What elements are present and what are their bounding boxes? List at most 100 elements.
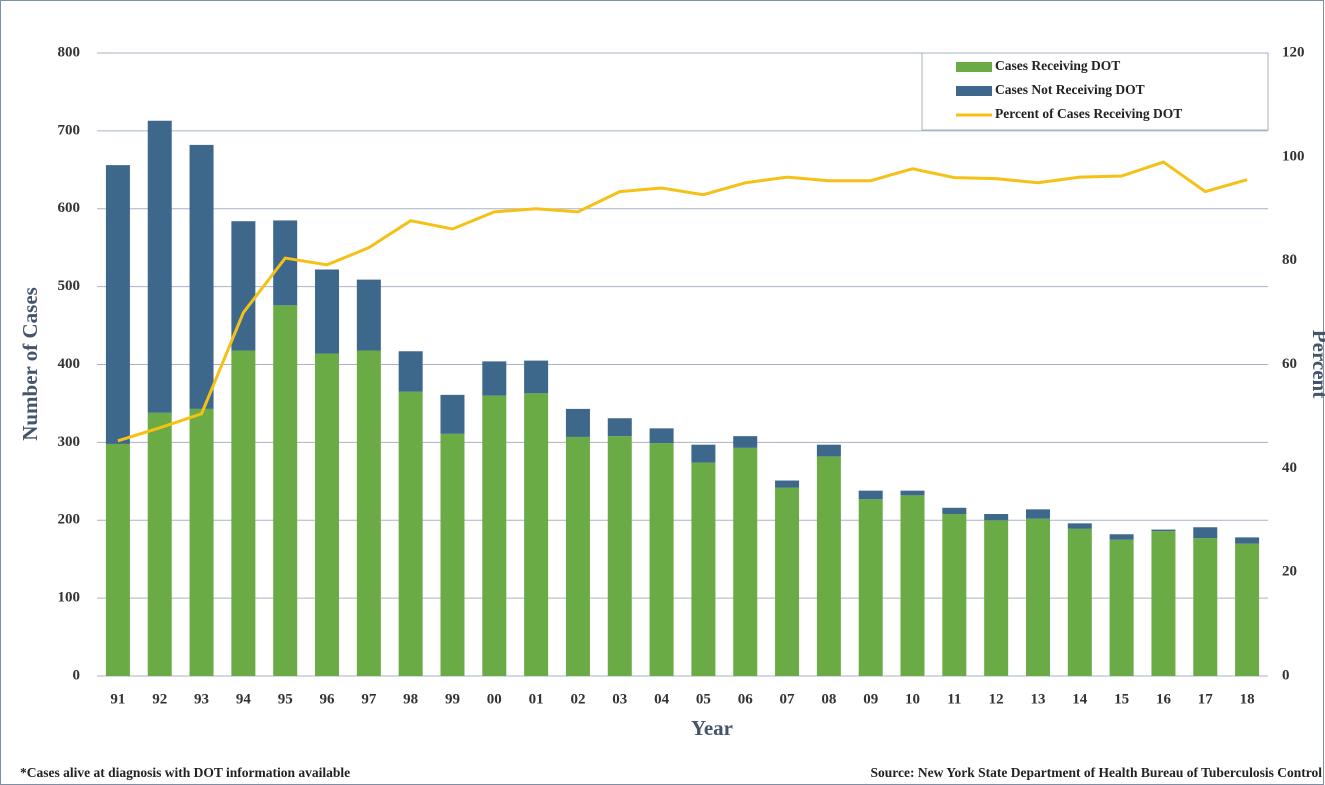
bar <box>607 436 632 676</box>
x-tick-label: 18 <box>1240 691 1255 707</box>
bar <box>273 220 298 306</box>
x-tick-label: 96 <box>320 691 336 707</box>
bar <box>565 436 590 676</box>
bar <box>691 444 716 463</box>
x-tick-label: 08 <box>821 691 836 707</box>
bar <box>1235 543 1260 676</box>
bar <box>816 456 841 676</box>
bar <box>816 444 841 457</box>
bar <box>398 351 423 392</box>
y-tick-label: 200 <box>58 512 81 528</box>
bar <box>649 443 674 676</box>
bar <box>649 428 674 444</box>
x-tick-label: 12 <box>989 691 1004 707</box>
y2-axis-label: Percent <box>1308 330 1325 398</box>
y2-tick-label: 100 <box>1282 148 1305 164</box>
bar <box>733 447 758 676</box>
x-tick-label: 95 <box>278 691 293 707</box>
bar <box>189 408 214 676</box>
bar <box>231 350 256 676</box>
x-tick-label: 91 <box>110 691 125 707</box>
x-tick-label: 98 <box>403 691 418 707</box>
y-tick-label: 500 <box>58 278 81 294</box>
bar <box>607 418 632 437</box>
y-tick-label: 300 <box>58 434 81 450</box>
y-tick-label: 800 <box>58 44 81 60</box>
x-tick-label: 04 <box>654 691 670 707</box>
bar <box>942 507 967 515</box>
bar <box>273 305 298 676</box>
bar <box>1151 531 1176 676</box>
bar <box>942 514 967 676</box>
bar <box>105 165 130 444</box>
y2-tick-label: 120 <box>1282 44 1305 60</box>
y-tick-label: 100 <box>58 590 81 606</box>
x-tick-label: 94 <box>236 691 252 707</box>
x-tick-label: 03 <box>612 691 627 707</box>
x-tick-label: 93 <box>194 691 209 707</box>
bar <box>105 443 130 676</box>
y-tick-label: 600 <box>58 200 81 216</box>
bar <box>984 514 1009 521</box>
bar <box>315 353 340 676</box>
bar <box>147 412 172 676</box>
bar <box>1193 538 1218 676</box>
x-tick-label: 02 <box>570 691 585 707</box>
x-tick-label: 14 <box>1072 691 1088 707</box>
x-tick-label: 06 <box>738 691 754 707</box>
x-tick-label: 99 <box>445 691 460 707</box>
y2-tick-label: 80 <box>1282 252 1297 268</box>
bar <box>1235 537 1260 544</box>
bar <box>1109 539 1134 676</box>
y2-tick-label: 0 <box>1282 667 1290 683</box>
y-tick-label: 0 <box>73 667 81 683</box>
bar <box>1067 523 1092 529</box>
bar <box>315 269 340 354</box>
bar <box>775 480 800 488</box>
x-tick-label: 10 <box>905 691 920 707</box>
bar <box>189 144 214 409</box>
bar <box>1067 528 1092 676</box>
x-tick-label: 92 <box>152 691 167 707</box>
bar <box>398 391 423 676</box>
bar <box>482 361 507 396</box>
y-tick-label: 700 <box>58 122 81 138</box>
bar <box>858 490 883 500</box>
bar <box>858 499 883 676</box>
x-tick-label: 16 <box>1156 691 1172 707</box>
bar <box>900 495 925 676</box>
y2-tick-label: 40 <box>1282 460 1297 476</box>
bar <box>440 394 465 434</box>
x-tick-label: 17 <box>1198 691 1214 707</box>
line <box>117 160 1248 443</box>
x-tick-label: 13 <box>1030 691 1045 707</box>
x-tick-label: 01 <box>529 691 544 707</box>
x-tick-label: 15 <box>1114 691 1129 707</box>
y-tick-label: 400 <box>58 356 81 372</box>
legend-swatch <box>956 86 992 96</box>
legend-swatch <box>956 62 992 72</box>
bar <box>524 360 549 394</box>
bar <box>1025 509 1050 519</box>
bar <box>775 487 800 676</box>
x-tick-label: 05 <box>696 691 711 707</box>
bar <box>691 462 716 676</box>
bar <box>984 520 1009 676</box>
bar <box>440 433 465 676</box>
y2-tick-label: 20 <box>1282 564 1297 580</box>
x-axis-label: Year <box>691 716 733 740</box>
bar <box>565 408 590 437</box>
x-tick-label: 00 <box>487 691 502 707</box>
legend-label: Percent of Cases Receiving DOT <box>995 106 1182 121</box>
footnote: *Cases alive at diagnosis with DOT infor… <box>20 765 350 780</box>
bar <box>356 350 381 676</box>
bar <box>1193 527 1218 539</box>
legend-label: Cases Not Receiving DOT <box>995 82 1145 97</box>
y2-tick-label: 60 <box>1282 356 1297 372</box>
bar <box>1109 534 1134 540</box>
x-tick-label: 07 <box>780 691 796 707</box>
bar <box>1025 518 1050 676</box>
bar <box>1151 529 1176 532</box>
x-tick-label: 09 <box>863 691 878 707</box>
